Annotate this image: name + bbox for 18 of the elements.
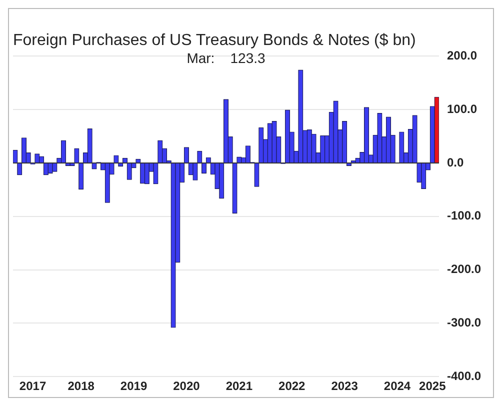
y-tick-label: -100.0	[446, 208, 482, 223]
y-tick-label: 200.0	[446, 48, 478, 63]
x-tick-label: 2017	[19, 379, 46, 394]
chart-title: Foreign Purchases of US Treasury Bonds & Notes ($ bn)	[13, 32, 416, 50]
x-tick-label: 2024	[384, 379, 411, 394]
x-tick-label: 2018	[68, 379, 95, 394]
y-tick-label: 100.0	[446, 102, 478, 116]
x-tick-label: 2022	[278, 379, 306, 394]
x-tick-label: 2020	[173, 379, 200, 394]
y-tick-label: -200.0	[446, 262, 482, 276]
x-tick-label: 2021	[226, 379, 253, 394]
y-tick-label: -400.0	[446, 368, 482, 383]
x-tick-label: 2019	[120, 379, 148, 394]
y-tick-label: 0.0	[446, 155, 464, 170]
annotation: Mar: 123.3	[186, 50, 266, 66]
y-tick-label: -300.0	[446, 316, 482, 330]
x-tick-label: 2025	[419, 379, 446, 394]
x-tick-label: 2023	[331, 379, 358, 394]
